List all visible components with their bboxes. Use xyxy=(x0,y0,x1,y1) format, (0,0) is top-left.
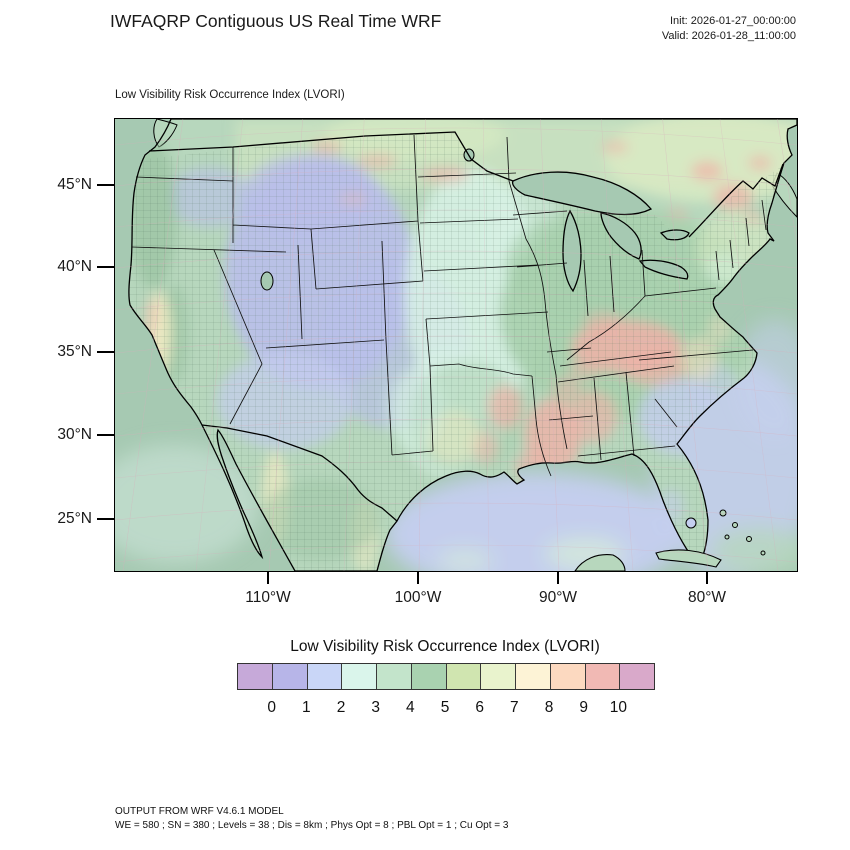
legend-color-cell xyxy=(516,664,551,689)
lon-tick-mark xyxy=(557,571,559,584)
legend-color-cell xyxy=(307,664,343,689)
legend-tick-label: 1 xyxy=(302,699,311,716)
canada-border xyxy=(148,131,784,238)
lake-superior xyxy=(511,171,653,216)
model-info: OUTPUT FROM WRF V4.6.1 MODEL WE = 580 ; … xyxy=(115,805,508,832)
legend-tick-label: 10 xyxy=(609,699,627,716)
lake-michigan xyxy=(562,209,582,293)
legend-color-cell xyxy=(411,664,447,689)
legend-color-cell xyxy=(377,664,412,689)
map-canvas xyxy=(114,118,798,572)
national-borders-layer xyxy=(148,131,784,522)
legend-color-cell xyxy=(585,664,621,689)
legend-tick-label: 7 xyxy=(510,699,519,716)
legend-title: Low Visibility Risk Occurrence Index (LV… xyxy=(290,638,600,655)
model-info-line1: OUTPUT FROM WRF V4.6.1 MODEL xyxy=(115,806,284,817)
legend-tick-label: 5 xyxy=(440,699,450,716)
legend-color-cell xyxy=(238,664,273,689)
legend-color-cell xyxy=(446,664,482,689)
legend-colorbar xyxy=(237,663,655,690)
legend-color-cell xyxy=(481,664,516,689)
timestamp-block: Init: 2026-01-27_00:00:00 Valid: 2026-01… xyxy=(662,14,796,44)
coastline-layer xyxy=(128,119,797,571)
lon-tick-mark xyxy=(706,571,708,584)
lat-tick-mark xyxy=(97,434,114,436)
lake-okeechobee xyxy=(685,517,697,529)
cuba xyxy=(655,549,722,568)
legend-tick-label: 3 xyxy=(371,699,380,716)
lat-tick-label: 35°N xyxy=(57,343,92,360)
lon-tick-label: 90°W xyxy=(538,589,578,606)
lat-tick-mark xyxy=(97,266,114,268)
lat-tick-label: 30°N xyxy=(57,426,92,443)
legend-color-cell xyxy=(272,664,308,689)
init-timestamp: Init: 2026-01-27_00:00:00 xyxy=(670,15,796,27)
lat-tick-label: 45°N xyxy=(57,176,92,193)
valid-timestamp: Valid: 2026-01-28_11:00:00 xyxy=(661,30,796,42)
lat-tick-mark xyxy=(97,351,114,353)
lake-ontario xyxy=(659,229,690,241)
field-subtitle: Low Visibility Risk Occurrence Index (LV… xyxy=(115,89,345,101)
lon-tick-mark xyxy=(417,571,419,584)
yucatan xyxy=(574,554,626,571)
legend-tick-label: 2 xyxy=(336,699,346,716)
legend-color-cell xyxy=(550,664,586,689)
lon-tick-label: 100°W xyxy=(394,589,442,606)
lon-tick-mark xyxy=(267,571,269,584)
legend-color-cell xyxy=(342,664,377,689)
legend-tick-label: 4 xyxy=(406,699,415,716)
legend-tick-label: 9 xyxy=(579,699,588,716)
legend-tick-label: 8 xyxy=(544,699,554,716)
model-info-line2: WE = 580 ; SN = 380 ; Levels = 38 ; Dis … xyxy=(115,819,509,831)
bahamas xyxy=(719,509,766,556)
legend-color-cell xyxy=(620,664,654,689)
legend-tick-label: 0 xyxy=(267,699,276,716)
mexico-border xyxy=(201,424,398,522)
lake-huron xyxy=(600,212,642,260)
lake-erie xyxy=(638,259,689,280)
lon-tick-label: 110°W xyxy=(245,589,291,606)
lon-tick-label: 80°W xyxy=(687,589,727,606)
lat-tick-mark xyxy=(97,518,114,520)
state-borders-layer xyxy=(131,134,767,477)
lat-tick-mark xyxy=(97,184,114,186)
great-salt-lake xyxy=(260,271,274,291)
lat-tick-label: 40°N xyxy=(57,258,92,275)
graticule-layer xyxy=(115,119,797,571)
lvori-map xyxy=(115,119,797,571)
legend-tick-label: 6 xyxy=(475,699,484,716)
page-title: IWFAQRP Contiguous US Real Time WRF xyxy=(110,11,442,31)
lat-tick-label: 25°N xyxy=(57,510,92,527)
